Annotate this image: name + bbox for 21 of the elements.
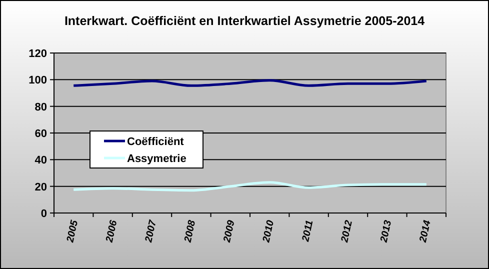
y-tick-label: 60	[34, 128, 47, 140]
x-tick-label: 2014	[418, 218, 434, 244]
x-tick-label: 2009	[222, 218, 238, 244]
y-tick-label: 40	[34, 154, 47, 167]
x-tick-label: 2005	[64, 218, 81, 244]
x-tick-label: 2006	[104, 218, 120, 244]
x-tick-label: 2011	[300, 218, 316, 244]
y-tick-label: 100	[28, 74, 47, 87]
y-tick-label: 80	[34, 101, 47, 114]
legend-label: Coëfficiënt	[127, 136, 184, 148]
chart-title: Interkwart. Coëfficiënt en Interkwartiel Assymetrie 2005-2014	[64, 14, 425, 28]
y-tick-label: 120	[28, 48, 47, 60]
x-tick-label: 2008	[182, 218, 198, 244]
line-series	[72, 181, 428, 192]
x-tick-label: 2007	[143, 218, 160, 244]
legend-label: Assymetrie	[127, 153, 186, 165]
y-tick-label: 0	[40, 208, 47, 220]
x-tick-label: 2012	[339, 218, 356, 244]
y-tick-label: 20	[34, 181, 47, 194]
x-tick-label: 2013	[378, 218, 394, 244]
x-tick-label: 2010	[260, 218, 277, 244]
